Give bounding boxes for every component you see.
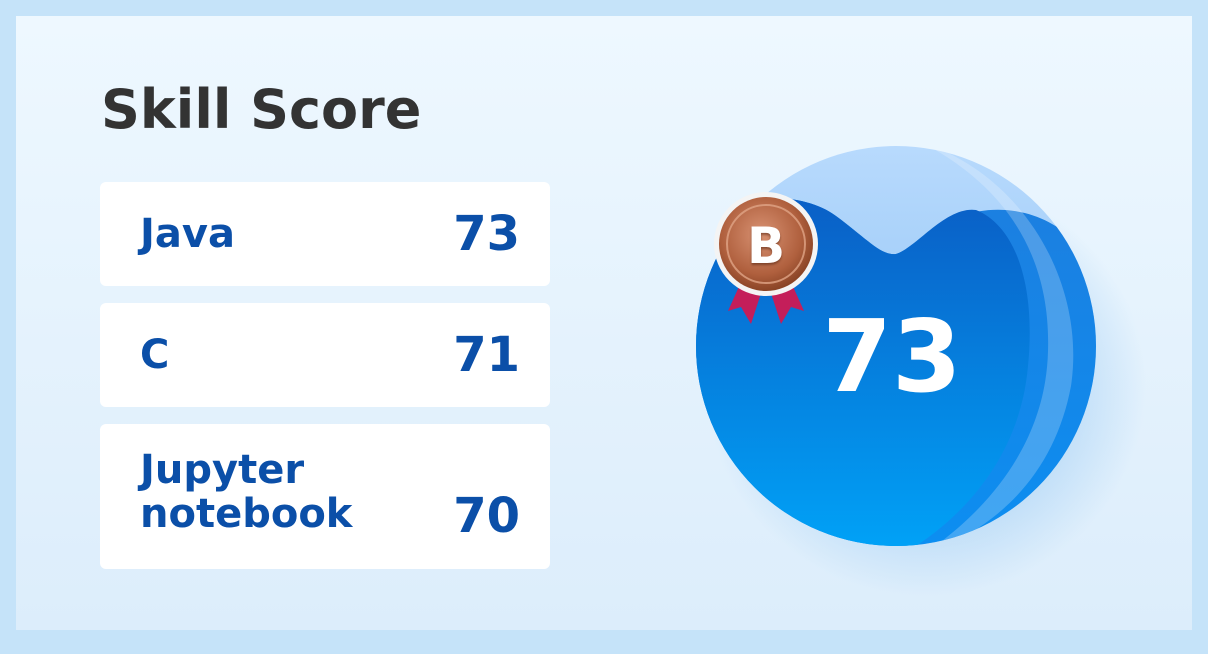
skill-score: 71	[453, 327, 520, 383]
skill-name: Jupyter notebook	[140, 447, 353, 537]
skill-name: C	[140, 332, 170, 378]
grade-medal-icon	[714, 192, 818, 324]
skill-score: 73	[453, 206, 520, 262]
page-title: Skill Score	[101, 78, 422, 141]
skill-row-java: Java 73	[100, 182, 550, 286]
grade-letter: B	[746, 217, 786, 275]
skill-name: Java	[140, 211, 235, 257]
skill-row-jupyter-notebook: Jupyter notebook 70	[100, 424, 550, 569]
overall-score: 73	[822, 298, 962, 415]
skill-row-c: C 71	[100, 303, 550, 407]
skill-score-card: Skill Score Java 73 C 71 Jupyter noteboo…	[16, 16, 1192, 630]
skill-score: 70	[453, 488, 520, 544]
